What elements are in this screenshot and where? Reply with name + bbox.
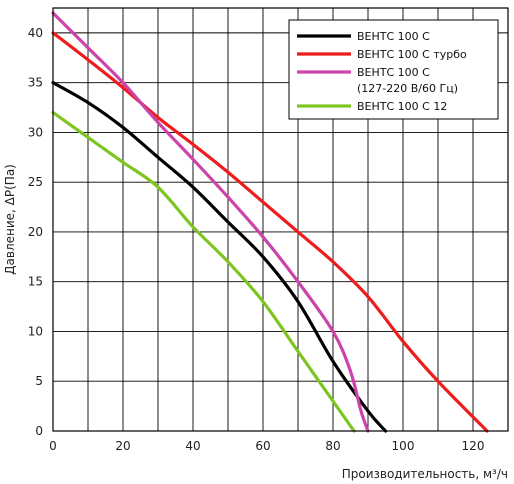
legend-label-vents-100-c-turbo: ВЕНТС 100 С турбо [357,48,467,61]
legend: ВЕНТС 100 С ВЕНТС 100 С турбо ВЕНТС 100 С (… [288,19,499,120]
y-tick-label: 30 [28,125,43,139]
y-tick-label: 0 [35,424,43,438]
y-tick-label: 10 [28,324,43,338]
series-lines [51,11,489,433]
legend-label-vents-100-c-12: ВЕНТС 100 С 12 [357,100,447,113]
y-tick-label: 15 [28,275,43,289]
x-axis-label: Производительность, м³/ч [342,467,508,481]
y-tick-labels: 0 5 10 15 20 25 30 35 40 [28,26,43,438]
legend-label-vents-100-c-60hz-line2: (127-220 В/60 Гц) [357,82,458,95]
x-tick-label: 40 [185,439,200,453]
x-tick-label: 100 [392,439,415,453]
x-tick-label: 20 [115,439,130,453]
x-tick-labels: 0 20 40 60 80 100 120 [49,439,484,453]
y-tick-label: 5 [35,374,43,388]
series-line-vents-100-c-60hz [51,11,370,433]
y-tick-label: 25 [28,175,43,189]
y-axis-label: Давление, ΔP(Па) [3,164,17,275]
series-line-vents-100-c-turbo [51,31,489,433]
x-tick-label: 80 [325,439,340,453]
x-tick-label: 60 [255,439,270,453]
y-tick-label: 35 [28,76,43,90]
y-tick-label: 20 [28,225,43,239]
plot-frame [52,7,509,432]
legend-label-vents-100-c-60hz: ВЕНТС 100 С [357,66,430,79]
x-tick-label: 120 [462,439,485,453]
series-line-vents-100-c-12 [51,110,356,433]
x-tick-label: 0 [49,439,57,453]
legend-label-vents-100-c: ВЕНТС 100 С [357,30,430,43]
series-line-vents-100-c [51,81,388,433]
y-tick-label: 40 [28,26,43,40]
